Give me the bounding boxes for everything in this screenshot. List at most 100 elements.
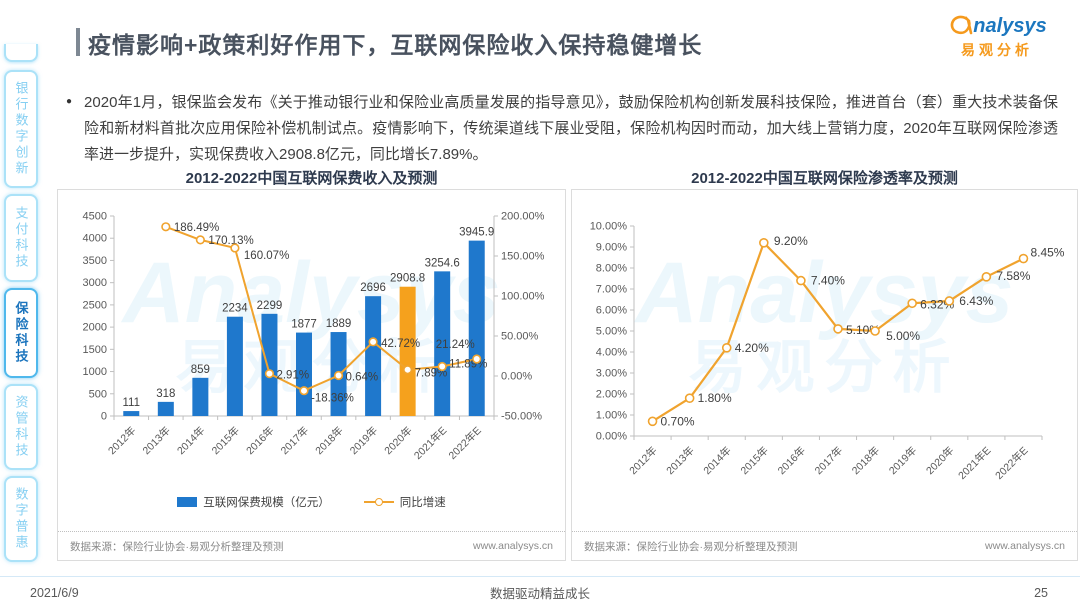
legend-item-line: 同比增速 [363, 494, 446, 510]
bar-value-label: 2234 [222, 303, 248, 315]
site-url: www.analysys.cn [985, 540, 1065, 552]
source-row: 数据来源：保险行业协会·易观分析整理及预测 www.analysys.cn [572, 531, 1077, 560]
bar [192, 377, 209, 416]
sidebar-item-payment-tech[interactable]: 支付科技 [4, 194, 38, 282]
growth-point-label: 186.49% [174, 222, 219, 234]
x-axis-label: 2018年 [849, 444, 882, 477]
growth-point-label: 7.89% [415, 368, 448, 380]
y-axis-tick-label: 6.00% [596, 305, 627, 317]
bar [226, 316, 243, 416]
legend-item-bars: 互联网保费规模（亿元） [177, 494, 330, 510]
bar-value-label: 2908.8 [390, 273, 425, 285]
x-axis-label: 2016年 [243, 424, 276, 457]
bar-value-label: 1877 [291, 319, 317, 331]
line-data-point [264, 369, 275, 379]
penetration-line-chart: 0.00% 1.00% 2.00% 3.00% 4.00% 5.00% 6.00% 7.00%… [590, 221, 1065, 483]
page-number: 25 [1034, 585, 1048, 600]
x-axis-label: 2012年 [627, 444, 660, 477]
bar-value-label: 3254.6 [425, 257, 460, 269]
y-axis-tick-label: 9.00% [596, 242, 627, 254]
x-axis-label: 2022年E [446, 424, 484, 462]
growth-point-label: 2.91% [276, 370, 309, 382]
x-axis-label: 2020年 [382, 424, 415, 457]
x-axis-label: 2021年E [955, 444, 993, 482]
penetration-chart-title: 2012-2022中国互联网保险渗透率及预测 [691, 170, 958, 187]
growth-point-label: 11.89% [449, 358, 487, 370]
sidebar-item-label: 数字普惠 [13, 487, 29, 551]
legend-label: 互联网保费规模（亿元） [203, 497, 330, 509]
penetration-point-label: 7.58% [996, 269, 1030, 283]
data-source: 数据来源：保险行业协会·易观分析整理及预测 [70, 540, 284, 553]
footer-date: 2021/6/9 [30, 585, 79, 600]
right-axis-tick-label: 100.00% [501, 291, 545, 303]
left-axis-tick-label: 4500 [83, 211, 107, 223]
sidebar-item-insurance-tech[interactable]: 保险科技 [4, 288, 38, 378]
line-data-point [230, 243, 240, 253]
bar [296, 332, 312, 416]
x-axis-label: 2013年 [664, 444, 697, 477]
line-data-point [368, 337, 378, 347]
line-data-point [161, 222, 171, 232]
penetration-chart-panel: 2012-2022中国互联网保险渗透率及预测 Analysys 易观分析 0.0… [571, 167, 1078, 561]
penetration-point-label: 7.40% [811, 274, 845, 288]
sidebar-item-partial[interactable] [4, 44, 38, 62]
right-axis-tick-label: 200.00% [501, 211, 545, 223]
y-axis-tick-label: 0.00% [596, 431, 627, 443]
x-axis-label: 2022年E [992, 444, 1030, 482]
sidebar-item-digital-inclusion[interactable]: 数字普惠 [4, 476, 38, 562]
logo-brand-cn: 易观分析 [961, 42, 1033, 58]
bar [365, 296, 382, 416]
line-data-point [870, 326, 880, 336]
line-data-point [472, 354, 482, 364]
sidebar-item-bank-digital[interactable]: 银行数字创新 [4, 70, 38, 188]
bar [468, 240, 485, 416]
x-axis-label: 2014年 [174, 424, 207, 457]
sidebar-item-label: 资管科技 [13, 395, 29, 459]
penetration-point-label: 6.43% [959, 294, 993, 308]
left-axis-tick-label: 1000 [83, 366, 107, 378]
sidebar-item-asset-mgmt-tech[interactable]: 资管科技 [4, 384, 38, 470]
right-axis-tick-label: -50.00% [501, 411, 542, 423]
growth-point-label: 160.07% [244, 250, 289, 262]
x-axis-label: 2019年 [886, 444, 919, 477]
sidebar-item-label: 银行数字创新 [13, 81, 29, 177]
bar-value-label: 2696 [360, 282, 386, 294]
logo-brand-text: nalysys [973, 15, 1047, 37]
penetration-point-label: 1.80% [698, 391, 732, 405]
x-axis-label: 2016年 [775, 444, 808, 477]
line-data-point [721, 343, 732, 353]
line-data-point [437, 361, 447, 372]
line-data-point [647, 416, 658, 427]
key-finding-block: ● 2020年1月，银保监会发布《关于推动银行业和保险业高质量发展的指导意见》，… [66, 90, 1058, 167]
left-axis-tick-label: 2500 [83, 299, 107, 311]
x-axis-label: 2014年 [701, 444, 734, 477]
premium-combo-chart: 0 500 1000 1500 2000 2500 3000 3500 4000 4500 -50.… [83, 211, 545, 463]
bar-value-label: 2299 [257, 300, 283, 312]
growth-line [165, 225, 477, 392]
x-axis-label: 2015年 [738, 444, 771, 477]
bar [434, 271, 451, 416]
source-row: 数据来源：保险行业协会·易观分析整理及预测 www.analysys.cn [58, 531, 565, 560]
y-axis-tick-label: 5.00% [596, 326, 627, 338]
right-axis-tick-label: 50.00% [501, 331, 539, 343]
penetration-point-label: 9.20% [774, 234, 808, 248]
right-axis-tick-label: 0.00% [501, 371, 532, 383]
chart-legend: 互联网保费规模（亿元） 同比增速 [58, 490, 565, 514]
x-axis-label: 2015年 [209, 424, 242, 457]
left-axis-tick-label: 500 [89, 388, 107, 400]
right-axis-tick-label: 150.00% [501, 251, 545, 263]
line-data-point [1018, 253, 1029, 264]
growth-point-label: 170.13% [208, 235, 253, 247]
premium-chart-title: 2012-2022中国互联网保费收入及预测 [185, 170, 438, 187]
line-data-point [907, 298, 917, 309]
left-axis-tick-label: 0 [101, 411, 107, 423]
x-axis-label: 2012年 [105, 424, 138, 457]
line-data-point [981, 272, 992, 282]
bar [157, 401, 174, 416]
growth-point-label: 21.24% [436, 339, 475, 351]
growth-point-label: 0.64% [346, 371, 379, 383]
x-axis-label: 2018年 [313, 424, 346, 457]
title-accent-bar [76, 28, 80, 56]
data-source: 数据来源：保险行业协会·易观分析整理及预测 [584, 540, 798, 553]
line-data-point [333, 370, 344, 381]
